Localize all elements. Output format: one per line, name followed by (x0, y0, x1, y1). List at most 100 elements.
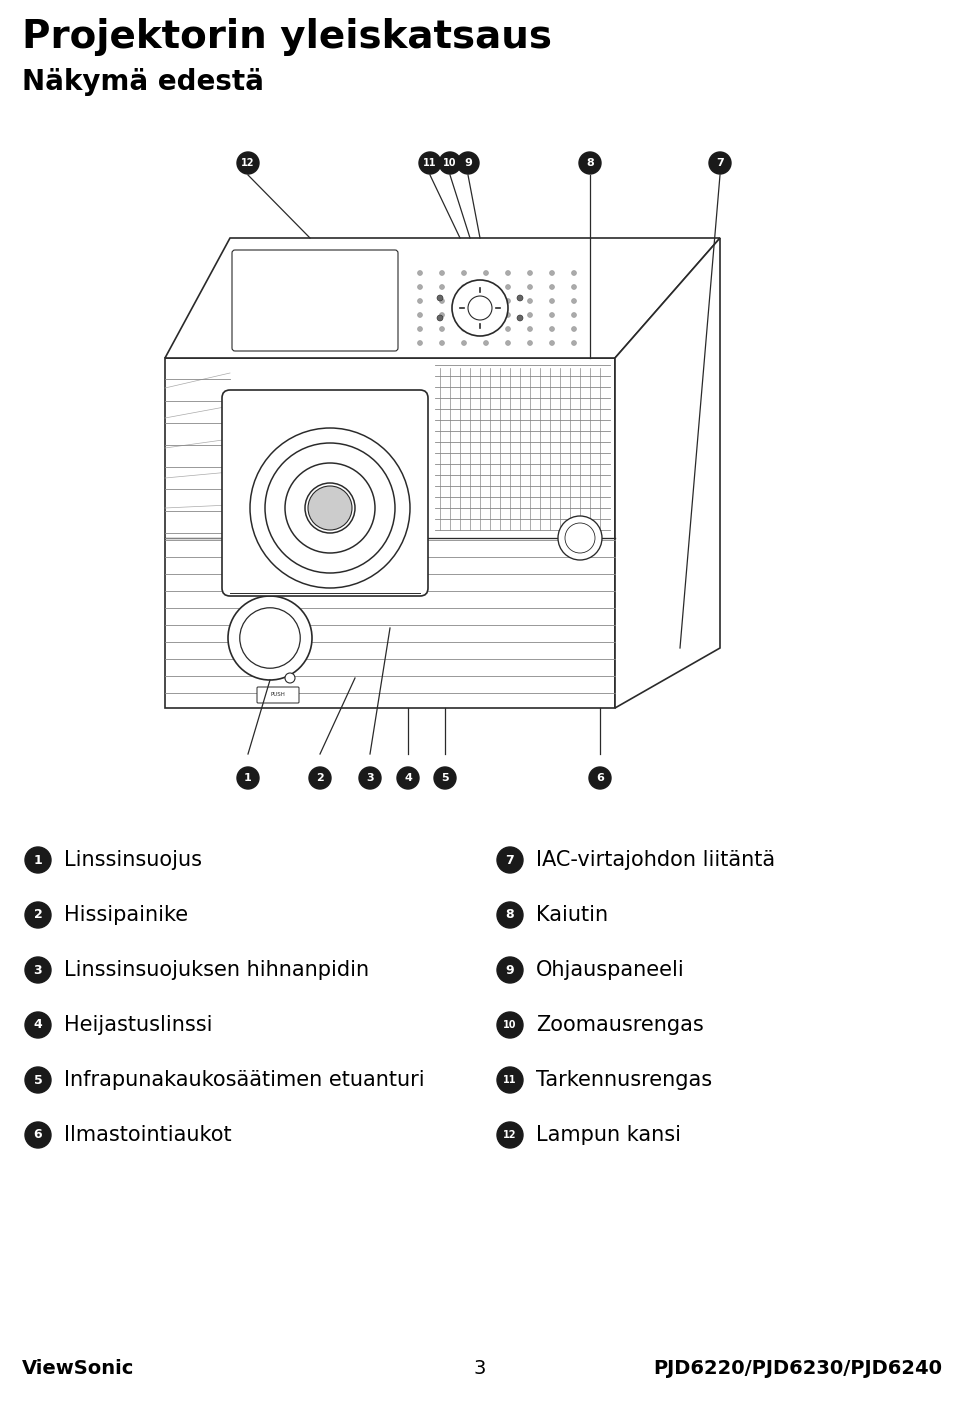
Text: Heijastuslinssi: Heijastuslinssi (64, 1015, 212, 1035)
Text: Kaiutin: Kaiutin (536, 905, 608, 925)
Circle shape (457, 152, 479, 175)
Text: Linssinsuojus: Linssinsuojus (64, 850, 202, 870)
Text: ViewSonic: ViewSonic (22, 1359, 134, 1378)
Circle shape (549, 327, 555, 331)
Circle shape (228, 596, 312, 680)
Text: 6: 6 (596, 773, 604, 783)
Circle shape (25, 1012, 51, 1038)
FancyBboxPatch shape (257, 687, 299, 703)
Text: 11: 11 (423, 158, 437, 168)
Circle shape (462, 313, 467, 317)
Circle shape (484, 298, 489, 304)
Text: 5: 5 (34, 1073, 42, 1087)
Circle shape (589, 767, 611, 788)
Circle shape (418, 270, 422, 276)
Text: 6: 6 (34, 1128, 42, 1142)
Circle shape (359, 767, 381, 788)
Circle shape (506, 284, 511, 290)
Circle shape (549, 284, 555, 290)
Circle shape (437, 315, 443, 321)
Circle shape (462, 341, 467, 345)
Polygon shape (165, 358, 615, 708)
Circle shape (709, 152, 731, 175)
Circle shape (25, 848, 51, 873)
Circle shape (506, 298, 511, 304)
Text: Hissipainike: Hissipainike (64, 905, 188, 925)
Circle shape (309, 767, 331, 788)
Circle shape (308, 486, 352, 529)
Text: Näkymä edestä: Näkymä edestä (22, 68, 264, 96)
Circle shape (240, 608, 300, 669)
Text: Lampun kansi: Lampun kansi (536, 1125, 681, 1145)
Circle shape (25, 957, 51, 983)
Text: 12: 12 (503, 1131, 516, 1140)
Polygon shape (615, 238, 720, 708)
Circle shape (571, 284, 577, 290)
Circle shape (440, 341, 444, 345)
Circle shape (462, 327, 467, 331)
Circle shape (571, 298, 577, 304)
Text: 10: 10 (503, 1019, 516, 1031)
Circle shape (418, 284, 422, 290)
Circle shape (484, 270, 489, 276)
Circle shape (527, 327, 533, 331)
Text: 12: 12 (241, 158, 254, 168)
Text: Ohjauspaneeli: Ohjauspaneeli (536, 960, 684, 980)
Circle shape (497, 903, 523, 928)
Circle shape (527, 313, 533, 317)
Circle shape (506, 313, 511, 317)
Circle shape (418, 341, 422, 345)
Circle shape (527, 298, 533, 304)
Circle shape (419, 152, 441, 175)
Circle shape (558, 515, 602, 560)
Circle shape (506, 327, 511, 331)
Text: Tarkennusrengas: Tarkennusrengas (536, 1070, 712, 1090)
Text: 3: 3 (366, 773, 373, 783)
Text: 9: 9 (464, 158, 472, 168)
Text: 2: 2 (316, 773, 324, 783)
Circle shape (484, 284, 489, 290)
Circle shape (462, 284, 467, 290)
Circle shape (506, 341, 511, 345)
Circle shape (440, 313, 444, 317)
Text: Infrapunakaukosäätimen etuanturi: Infrapunakaukosäätimen etuanturi (64, 1070, 424, 1090)
Circle shape (497, 848, 523, 873)
Circle shape (440, 270, 444, 276)
Circle shape (305, 483, 355, 534)
Circle shape (527, 284, 533, 290)
Circle shape (285, 463, 375, 553)
Text: PJD6220/PJD6230/PJD6240: PJD6220/PJD6230/PJD6240 (653, 1359, 942, 1378)
Text: 5: 5 (442, 773, 449, 783)
Circle shape (497, 957, 523, 983)
Text: 4: 4 (34, 1018, 42, 1032)
Text: IAC-virtajohdon liitäntä: IAC-virtajohdon liitäntä (536, 850, 775, 870)
Circle shape (571, 313, 577, 317)
Circle shape (237, 767, 259, 788)
Text: PUSH: PUSH (271, 693, 285, 697)
Circle shape (462, 270, 467, 276)
Text: 8: 8 (506, 908, 515, 921)
Circle shape (549, 270, 555, 276)
Circle shape (25, 903, 51, 928)
Circle shape (418, 298, 422, 304)
Circle shape (437, 296, 443, 301)
Text: 10: 10 (444, 158, 457, 168)
Text: 1: 1 (244, 773, 252, 783)
Circle shape (468, 296, 492, 320)
Circle shape (397, 767, 419, 788)
Text: 3: 3 (474, 1359, 486, 1378)
Text: Projektorin yleiskatsaus: Projektorin yleiskatsaus (22, 18, 552, 56)
Circle shape (237, 152, 259, 175)
Text: Linssinsuojuksen hihnanpidin: Linssinsuojuksen hihnanpidin (64, 960, 370, 980)
Text: 8: 8 (587, 158, 594, 168)
Text: 11: 11 (503, 1074, 516, 1086)
Circle shape (571, 327, 577, 331)
Circle shape (25, 1122, 51, 1148)
Circle shape (506, 270, 511, 276)
Circle shape (549, 341, 555, 345)
Circle shape (549, 313, 555, 317)
Circle shape (571, 270, 577, 276)
Circle shape (484, 313, 489, 317)
Circle shape (418, 327, 422, 331)
Polygon shape (295, 541, 305, 566)
